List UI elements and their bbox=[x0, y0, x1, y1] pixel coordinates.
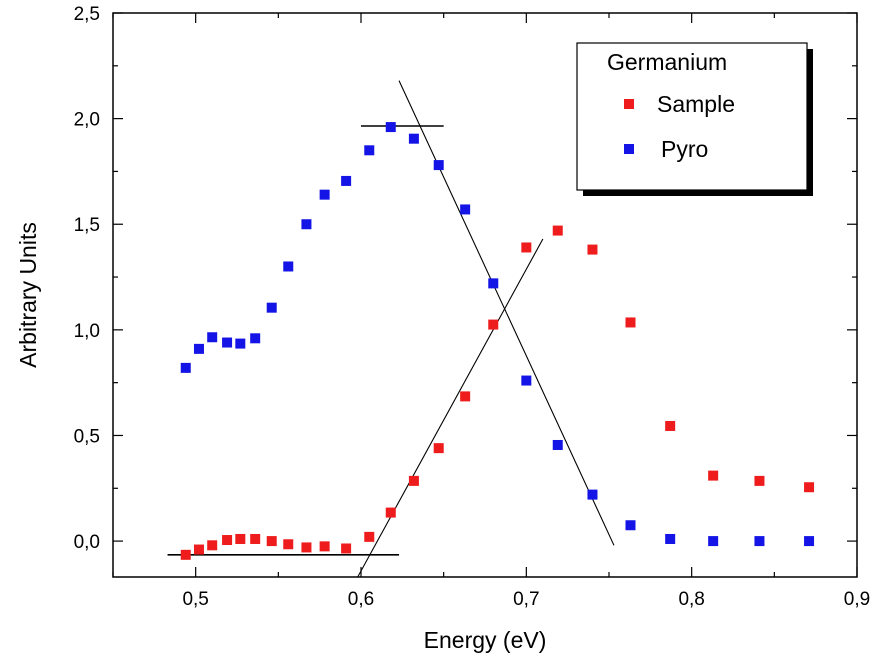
markers bbox=[180, 122, 815, 560]
sample-point bbox=[665, 420, 676, 431]
sample-legend-label: Sample bbox=[657, 91, 735, 117]
sample-point bbox=[319, 541, 330, 552]
pyro-point bbox=[804, 536, 815, 547]
pyro-point bbox=[341, 175, 352, 186]
legend: Germanium Sample Pyro bbox=[576, 42, 813, 196]
y-tick-label: 1,0 bbox=[74, 321, 100, 342]
sample-point bbox=[521, 242, 532, 253]
sample-point bbox=[235, 533, 246, 544]
sample-point bbox=[283, 539, 294, 550]
fit-lines bbox=[167, 80, 615, 578]
pyro-point bbox=[222, 337, 233, 348]
sample-point bbox=[754, 475, 765, 486]
legend-box bbox=[576, 42, 808, 191]
y-tick-label: 1,5 bbox=[74, 215, 100, 236]
y-tick-label: 2,5 bbox=[74, 4, 100, 25]
pyro-point bbox=[319, 189, 330, 200]
axes: 0,5 0,6 0,7 0,8 0,9 0,0 0,5 1,0 1,5 2,0 2,5 bbox=[74, 4, 871, 610]
sample-point bbox=[250, 533, 261, 544]
plot-frame bbox=[112, 12, 858, 578]
y-tick-label: 2,0 bbox=[74, 110, 100, 131]
y-tick-label: 0,5 bbox=[74, 426, 100, 447]
pyro-point bbox=[408, 133, 419, 144]
pyro-point bbox=[193, 343, 204, 354]
sample-point bbox=[207, 540, 218, 551]
legend-title: Germanium bbox=[607, 49, 727, 75]
sample-point bbox=[804, 482, 815, 493]
sample-point bbox=[180, 549, 191, 560]
y-tick-label: 0,0 bbox=[74, 532, 100, 553]
sample-point bbox=[193, 544, 204, 555]
sample-point bbox=[222, 535, 233, 546]
sample-point bbox=[488, 319, 499, 330]
pyro-point bbox=[266, 302, 277, 313]
pyro-point bbox=[625, 520, 636, 531]
pyro-point bbox=[250, 333, 261, 344]
x-tick-label: 0,8 bbox=[678, 589, 704, 610]
sample-point bbox=[408, 475, 419, 486]
pyro-point bbox=[460, 204, 471, 215]
x-axis-title: Energy (eV) bbox=[424, 627, 547, 653]
pyro-point bbox=[235, 338, 246, 349]
pyro-point bbox=[488, 278, 499, 289]
sample-point bbox=[625, 317, 636, 328]
pyro-point bbox=[364, 145, 375, 156]
x-tick-label: 0,6 bbox=[348, 589, 374, 610]
pyro-point bbox=[385, 122, 396, 133]
pyro-legend-label: Pyro bbox=[661, 136, 708, 162]
sample-legend-marker bbox=[624, 99, 634, 109]
sample-point bbox=[364, 531, 375, 542]
pyro-point bbox=[283, 261, 294, 272]
sample-point bbox=[266, 536, 277, 547]
pyro-point bbox=[665, 533, 676, 544]
sample-point bbox=[708, 470, 719, 481]
sample-point bbox=[385, 507, 396, 518]
x-tick-label: 0,7 bbox=[513, 589, 539, 610]
x-tick-label: 0,9 bbox=[844, 589, 870, 610]
sample-point bbox=[460, 391, 471, 402]
pyro-point bbox=[754, 536, 765, 547]
pyro-point bbox=[587, 489, 598, 500]
pyro-point bbox=[708, 536, 719, 547]
pyro-point bbox=[521, 375, 532, 386]
sample-point bbox=[301, 542, 312, 553]
sample-point bbox=[433, 443, 444, 454]
pyro-point bbox=[180, 362, 191, 373]
pyro-falling-fit-line bbox=[398, 80, 615, 546]
pyro-legend-marker bbox=[624, 144, 634, 154]
sample-point bbox=[552, 225, 563, 236]
y-axis-title: Arbitrary Units bbox=[15, 222, 41, 368]
sample-rising-fit-line bbox=[357, 238, 544, 578]
pyro-point bbox=[552, 439, 563, 450]
pyro-point bbox=[433, 160, 444, 171]
sample-point bbox=[587, 244, 598, 255]
pyro-point bbox=[207, 332, 218, 343]
pyro-point bbox=[301, 219, 312, 230]
x-tick-label: 0,5 bbox=[182, 589, 208, 610]
sample-point bbox=[341, 543, 352, 554]
